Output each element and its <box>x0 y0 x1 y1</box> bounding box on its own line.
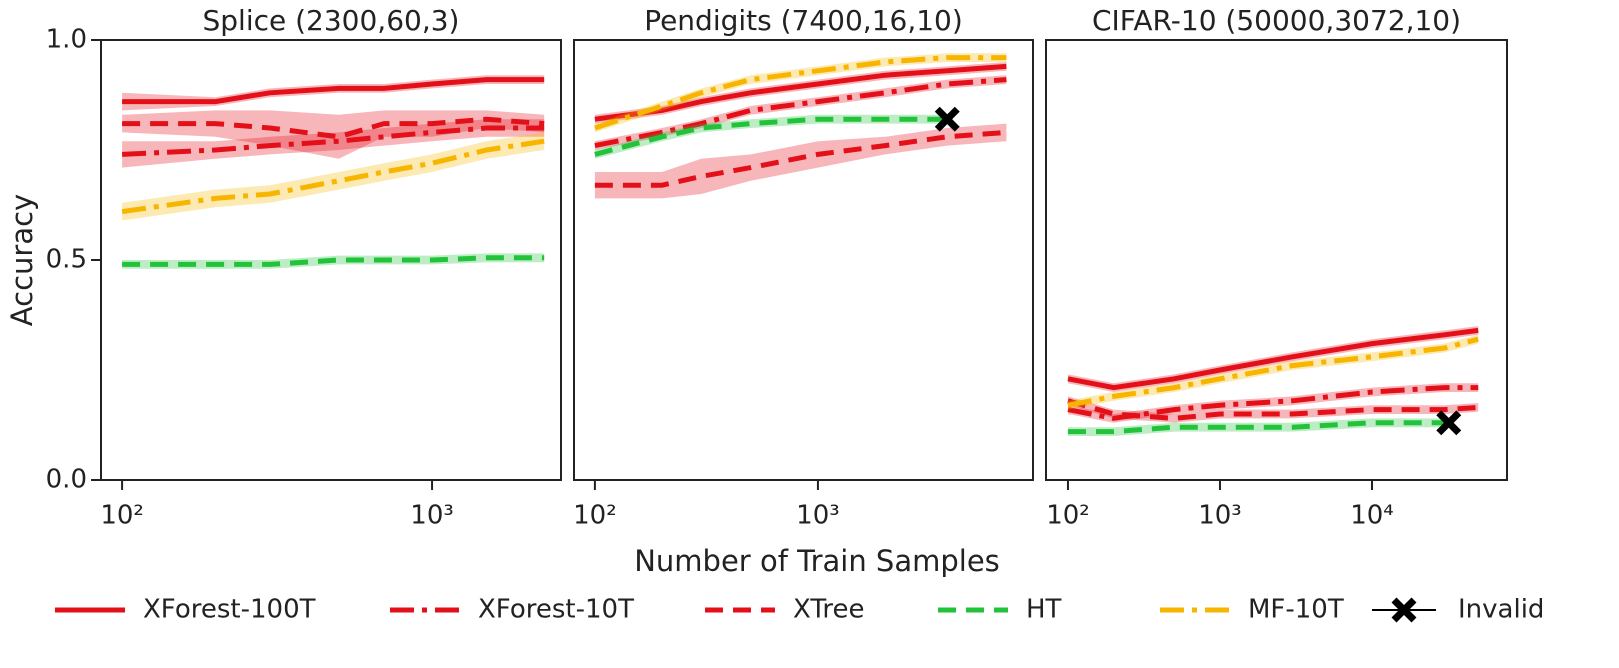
y-tick-label: 0.5 <box>46 245 87 275</box>
invalid-marker <box>934 106 960 132</box>
confidence-band <box>594 53 1007 133</box>
y-axis-label: Accuracy <box>5 194 39 326</box>
series-line <box>594 116 948 157</box>
confidence-band <box>594 62 1007 124</box>
series-line <box>122 255 545 267</box>
confidence-band <box>1067 383 1479 423</box>
series-line <box>1067 420 1445 435</box>
y-tick-label: 0.0 <box>46 465 87 495</box>
y-tick-label: 1.0 <box>46 25 87 55</box>
legend-label: XForest-10T <box>478 595 634 625</box>
x-tick-label: 10³ <box>1198 501 1242 531</box>
x-tick-label: 10² <box>1046 501 1090 531</box>
legend-swatch <box>1391 597 1417 623</box>
series-line <box>121 125 545 157</box>
series-line <box>594 129 1007 188</box>
series-line <box>594 63 1007 122</box>
series-line <box>122 116 545 140</box>
panel-title: Splice (2300,60,3) <box>203 4 460 37</box>
x-tick-label: 10² <box>100 501 144 531</box>
invalid-marker <box>1436 410 1462 436</box>
confidence-band <box>1067 396 1479 423</box>
series-line <box>594 77 1007 149</box>
legend-label: HT <box>1026 595 1062 625</box>
series-line <box>594 55 1007 131</box>
panel-frame <box>100 39 562 481</box>
x-axis-label: Number of Train Samples <box>634 544 1000 578</box>
panel-frame <box>1045 39 1508 481</box>
confidence-band <box>594 75 1007 150</box>
legend-label: Invalid <box>1458 595 1544 625</box>
x-tick-label: 10² <box>573 501 617 531</box>
panel-title: Pendigits (7400,16,10) <box>644 4 963 37</box>
series-line <box>121 138 545 215</box>
series-line <box>1067 327 1479 391</box>
x-tick-label: 10³ <box>796 501 840 531</box>
x-tick-label: 10⁴ <box>1350 501 1394 531</box>
panel-frame <box>573 39 1034 481</box>
x-tick-label: 10³ <box>410 501 454 531</box>
legend-label: MF-10T <box>1248 595 1344 625</box>
legend-label: XForest-100T <box>143 595 316 625</box>
legend-label: XTree <box>793 595 865 625</box>
series-line <box>1067 336 1479 408</box>
confidence-band <box>1067 334 1479 410</box>
panel-title: CIFAR-10 (50000,3072,10) <box>1092 4 1461 37</box>
series-line <box>1067 398 1479 421</box>
series-line <box>122 77 545 105</box>
